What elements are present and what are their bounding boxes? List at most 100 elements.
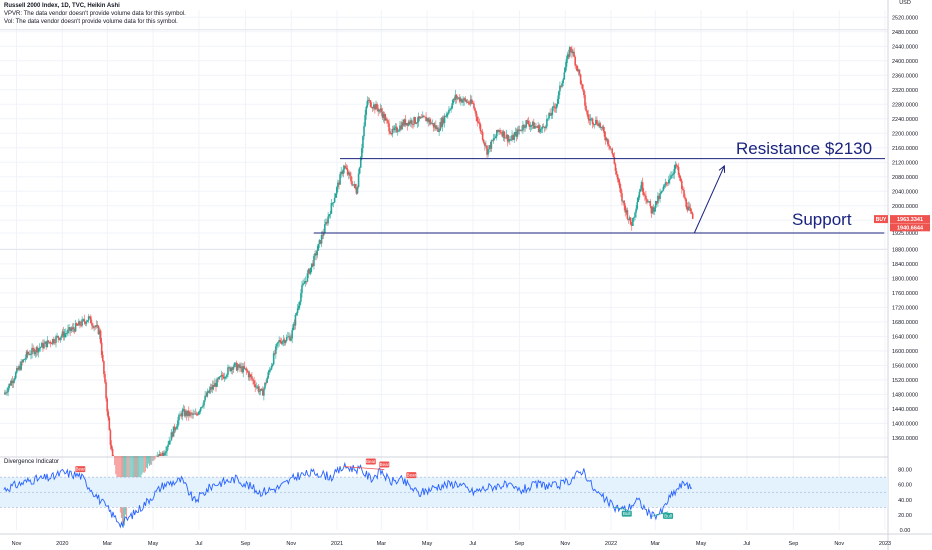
candle-body (550, 114, 553, 116)
buy-tag[interactable] (874, 215, 888, 224)
projection-arrow-line[interactable] (693, 165, 725, 234)
candle-body (338, 182, 340, 185)
candle-body (492, 138, 495, 141)
candle-body (519, 129, 522, 131)
oscillator-tick-label: 20.00 (898, 513, 912, 519)
candle-body (180, 414, 182, 417)
price-tick-label: 1480.0000 (892, 392, 918, 398)
date-tick-label: Sep (241, 541, 251, 547)
candle-body (358, 167, 361, 174)
candle-body (485, 145, 487, 147)
candle-body (12, 380, 15, 384)
indicator-label[interactable]: Divergence Indicator (4, 459, 60, 465)
candle-body (625, 210, 628, 213)
candle-body (540, 128, 543, 130)
candle-body (161, 452, 164, 456)
candle-body (482, 139, 485, 143)
candle-body (36, 347, 39, 353)
candle-body (87, 316, 90, 321)
candle-body (318, 240, 321, 245)
candle-body (157, 455, 160, 457)
candle-body (564, 66, 567, 73)
candle-body (489, 145, 492, 149)
date-tick-label: 2023 (879, 541, 891, 547)
candle-body (407, 121, 410, 126)
candle-body (347, 172, 350, 175)
candle-body (529, 125, 532, 127)
candle-body (460, 99, 462, 102)
candle-body (539, 129, 542, 133)
candle-body (356, 187, 359, 194)
candle-body (183, 409, 186, 416)
candle-body (88, 316, 91, 318)
candle-body (235, 362, 238, 371)
date-tick-label: Nov (12, 541, 22, 547)
candle-body (74, 323, 77, 332)
candle-body (256, 386, 259, 388)
candle-body (444, 115, 447, 117)
candle-body (328, 214, 330, 217)
candle-body (554, 107, 557, 109)
candle-body (562, 79, 565, 83)
candle-body (486, 145, 488, 155)
price-tick-label: 2360.0000 (892, 73, 918, 79)
candle-body (525, 120, 527, 128)
candle-body (518, 129, 521, 131)
candle-body (463, 98, 465, 101)
candle-body (447, 112, 449, 115)
candle-body (681, 181, 683, 189)
candle-body (620, 188, 622, 194)
candle-body (14, 372, 17, 379)
candle-body (194, 413, 197, 415)
oscillator-tick-label: 40.00 (898, 498, 912, 504)
candle-body (600, 127, 603, 128)
candle-body (641, 182, 644, 192)
candle-body (412, 124, 414, 126)
candle-body (400, 125, 402, 130)
price-tick-label: 2080.0000 (892, 175, 918, 181)
candle-body (302, 283, 304, 286)
candle-body (678, 174, 681, 178)
candle-body (11, 380, 14, 384)
candle-body (650, 206, 653, 214)
candle-body (553, 106, 556, 108)
candle-body (205, 395, 207, 397)
candle-body (270, 365, 273, 370)
candle-body (468, 103, 471, 105)
candle-body (389, 131, 391, 134)
candle-body (575, 65, 578, 67)
candle-body (432, 123, 435, 128)
candle-body (62, 331, 65, 338)
candle-body (416, 122, 419, 124)
candle-body (639, 189, 642, 192)
candle-body (56, 335, 58, 337)
oscillator-line[interactable] (3, 461, 693, 529)
candle-body (35, 347, 38, 353)
candle-body (396, 131, 399, 133)
bull-signal-badge (663, 512, 674, 519)
candle-body (196, 414, 199, 415)
candle-body (109, 430, 112, 445)
candle-body (433, 125, 436, 128)
candle-body (107, 411, 110, 418)
candle-body (313, 255, 315, 266)
candle-body (558, 91, 560, 100)
candle-body (688, 206, 691, 208)
signal-label: Bear (407, 473, 417, 478)
candle-body (59, 337, 62, 340)
candle-body (456, 97, 459, 99)
candle-body (263, 388, 265, 396)
legend-title[interactable]: Russell 2000 Index, 1D, TVC, Heikin Ashi (4, 3, 120, 9)
candle-body (240, 366, 242, 369)
candle-body (13, 378, 16, 381)
candle-body (565, 59, 568, 67)
candle-body (580, 83, 583, 85)
candle-body (57, 335, 59, 339)
candle-body (199, 407, 202, 411)
arrow-head-icon (718, 164, 726, 173)
candle-body (167, 444, 169, 447)
candle-body (530, 125, 533, 126)
candle-body (617, 179, 620, 183)
candle-body (484, 142, 486, 146)
